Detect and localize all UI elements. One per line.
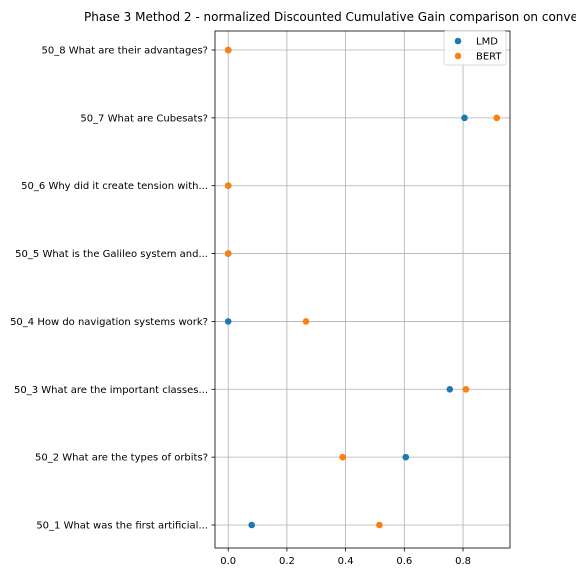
legend-marker-lmd — [454, 37, 462, 45]
plot-frame — [214, 30, 511, 549]
x-tick-label: 0.8 — [455, 556, 471, 567]
y-tick-label: 50_1 What was the first artificial... — [36, 521, 208, 532]
chart-title: Phase 3 Method 2 - normalized Discounted… — [84, 10, 576, 24]
point-lmd — [446, 385, 454, 393]
point-lmd — [248, 521, 255, 529]
y-tick-label: 50_7 What are Cubesats? — [80, 113, 208, 124]
point-lmd — [402, 453, 410, 461]
y-tick-label: 50_6 Why did it create tension with... — [21, 181, 208, 192]
x-tick-label: 0.4 — [338, 556, 354, 567]
point-lmd — [461, 114, 468, 122]
point-bert — [224, 250, 232, 257]
x-tick-labels: 0.0 0.2 0.4 0.6 0.8 — [220, 556, 471, 567]
y-tick-marks — [211, 49, 215, 526]
point-bert — [224, 46, 232, 54]
x-tick-marks — [227, 548, 464, 552]
y-tick-label: 50_5 What is the Galileo system and... — [15, 249, 208, 260]
y-tick-labels: 50_1 What was the first artificial... 50_… — [10, 46, 208, 532]
point-bert — [339, 453, 346, 461]
x-tick-label: 0.0 — [220, 556, 236, 567]
legend-label-bert: BERT — [476, 52, 502, 63]
x-tick-label: 0.6 — [396, 556, 412, 567]
y-tick-label: 50_2 What are the types of orbits? — [35, 453, 208, 464]
grid — [215, 31, 510, 548]
point-bert — [302, 318, 310, 325]
point-bert — [224, 182, 232, 190]
legend: LMD BERT — [443, 30, 507, 66]
x-tick-label: 0.2 — [279, 556, 295, 567]
legend-marker-bert — [454, 52, 462, 60]
y-tick-label: 50_8 What are their advantages? — [42, 46, 208, 57]
y-tick-label: 50_4 How do navigation systems work? — [10, 317, 208, 328]
point-lmd — [224, 318, 232, 325]
y-tick-label: 50_3 What are the important classes... — [14, 385, 208, 396]
legend-label-lmd: LMD — [476, 37, 498, 48]
point-bert — [493, 114, 501, 122]
point-bert — [462, 385, 470, 393]
data-points — [224, 46, 501, 529]
point-bert — [376, 521, 383, 529]
